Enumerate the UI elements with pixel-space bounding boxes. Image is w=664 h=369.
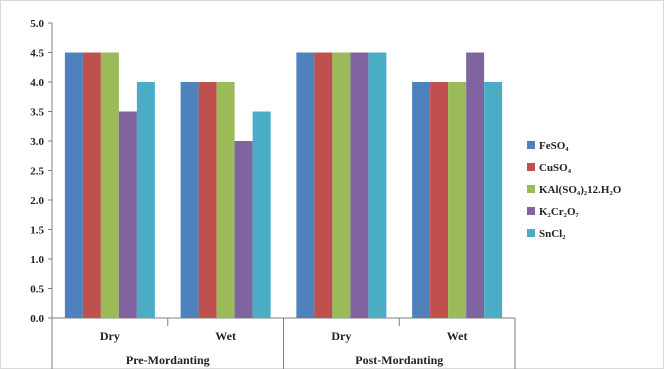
bar <box>118 111 137 318</box>
y-tick-label: 3.5 <box>30 107 44 119</box>
y-tick-label: 3.0 <box>30 136 44 148</box>
bar <box>466 52 485 318</box>
y-tick-label: 4.0 <box>30 77 44 89</box>
bar <box>198 82 217 318</box>
x-category-label: Wet <box>447 329 468 343</box>
x-category-label: Wet <box>215 329 236 343</box>
bar <box>332 52 351 318</box>
y-tick-label: 1.0 <box>30 254 44 266</box>
bar <box>412 82 431 318</box>
y-tick-label: 2.5 <box>30 166 44 178</box>
legend-swatch <box>527 163 535 171</box>
legend-label: SnCl₂ <box>539 228 566 240</box>
bar <box>216 82 235 318</box>
bar <box>234 141 253 318</box>
legend-swatch <box>527 229 535 237</box>
x-category-label: Dry <box>331 329 351 343</box>
y-tick-label: 2.0 <box>30 195 44 207</box>
bar <box>484 82 503 318</box>
legend-label: K₂Cr₂O₇ <box>539 206 580 218</box>
y-tick-label: 1.5 <box>30 225 44 237</box>
bar <box>296 52 315 318</box>
bar <box>430 82 449 318</box>
x-group-label: Post-Mordanting <box>355 353 443 367</box>
y-tick-label: 0.0 <box>30 313 44 325</box>
bar <box>100 52 119 318</box>
y-tick-label: 4.5 <box>30 48 44 60</box>
bar <box>314 52 333 318</box>
y-tick-label: 5.0 <box>30 18 44 30</box>
y-tick-label: 0.5 <box>30 284 44 296</box>
bar <box>64 52 83 318</box>
legend-label: KAl(SO₄)₂12.H₂O <box>539 184 622 196</box>
legend-label: CuSO₄ <box>539 162 572 174</box>
bar <box>180 82 199 318</box>
bar <box>350 52 369 318</box>
bar <box>82 52 101 318</box>
bar <box>448 82 467 318</box>
legend-swatch <box>527 207 535 215</box>
bar <box>136 82 155 318</box>
legend-swatch <box>527 185 535 193</box>
legend-label: FeSO₄ <box>539 140 569 152</box>
legend-swatch <box>527 141 535 149</box>
bar <box>368 52 387 318</box>
x-group-label: Pre-Mordanting <box>126 353 210 367</box>
x-category-label: Dry <box>100 329 120 343</box>
bar <box>252 111 271 318</box>
